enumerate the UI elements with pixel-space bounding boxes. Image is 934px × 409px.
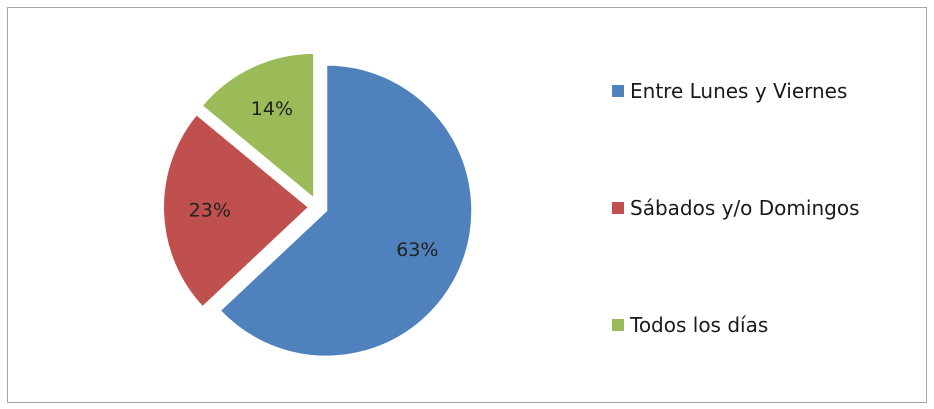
legend-label-entre-lunes-y-viernes: Entre Lunes y Viernes xyxy=(630,79,847,103)
legend: Entre Lunes y Viernes Sábados y/o Domingo… xyxy=(612,79,859,337)
data-label-sabados-y-o-domingos: 23% xyxy=(189,199,231,221)
data-label-todos-los-dias: 14% xyxy=(251,98,293,120)
legend-swatch-todos-los-dias xyxy=(612,319,624,331)
pie-slice-todos-los-dias xyxy=(200,51,316,201)
legend-swatch-entre-lunes-y-viernes xyxy=(612,85,624,97)
data-label-entre-lunes-y-viernes: 63% xyxy=(396,239,438,261)
legend-label-todos-los-dias: Todos los días xyxy=(629,313,768,337)
pie-slices xyxy=(162,51,474,358)
pie-data-labels: 63% 23% 14% xyxy=(189,98,439,261)
pie-slice-entre-lunes-y-viernes xyxy=(218,63,474,358)
legend-swatch-sabados-y-o-domingos xyxy=(612,202,624,214)
legend-label-sabados-y-o-domingos: Sábados y/o Domingos xyxy=(630,196,859,220)
pie-slice-sabados-y-o-domingos xyxy=(162,112,311,309)
